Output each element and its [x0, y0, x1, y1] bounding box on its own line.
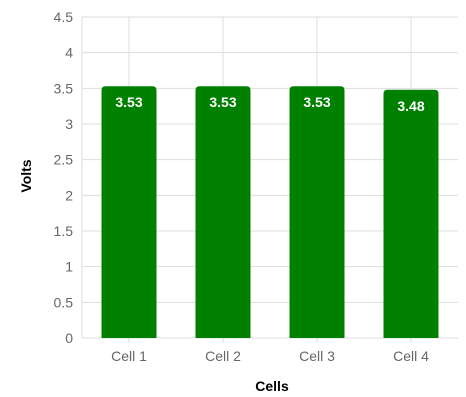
bar-value-label: 3.53 [115, 94, 142, 110]
bar [289, 86, 345, 339]
y-axis-title: Volts [18, 159, 34, 192]
data-labels: 3.53 3.53 3.53 3.48 [115, 94, 424, 114]
y-tick-label: 0.5 [54, 294, 74, 310]
bar [383, 89, 439, 338]
bar [101, 86, 157, 339]
y-axis-ticks: 0 0.5 1 1.5 2 2.5 3 3.5 4 4.5 [54, 9, 74, 346]
y-tick-label: 3.5 [54, 80, 74, 96]
x-tick-label: Cell 2 [205, 348, 241, 364]
x-axis-title: Cells [255, 378, 289, 394]
x-tick-label: Cell 1 [111, 348, 147, 364]
y-tick-label: 2.5 [54, 152, 74, 168]
bar [195, 86, 251, 339]
bars [101, 86, 439, 339]
y-tick-label: 0 [65, 330, 73, 346]
x-tick-label: Cell 4 [393, 348, 429, 364]
y-tick-label: 4.5 [54, 9, 74, 25]
bar-value-label: 3.48 [397, 98, 424, 114]
x-axis-ticks: Cell 1 Cell 2 Cell 3 Cell 4 [111, 348, 429, 364]
y-tick-label: 1 [65, 259, 73, 275]
bar-value-label: 3.53 [303, 94, 330, 110]
y-tick-label: 1.5 [54, 223, 74, 239]
y-tick-label: 2 [65, 187, 73, 203]
y-tick-label: 3 [65, 116, 73, 132]
x-tick-label: Cell 3 [299, 348, 335, 364]
bar-value-label: 3.53 [209, 94, 236, 110]
y-tick-label: 4 [65, 45, 73, 61]
